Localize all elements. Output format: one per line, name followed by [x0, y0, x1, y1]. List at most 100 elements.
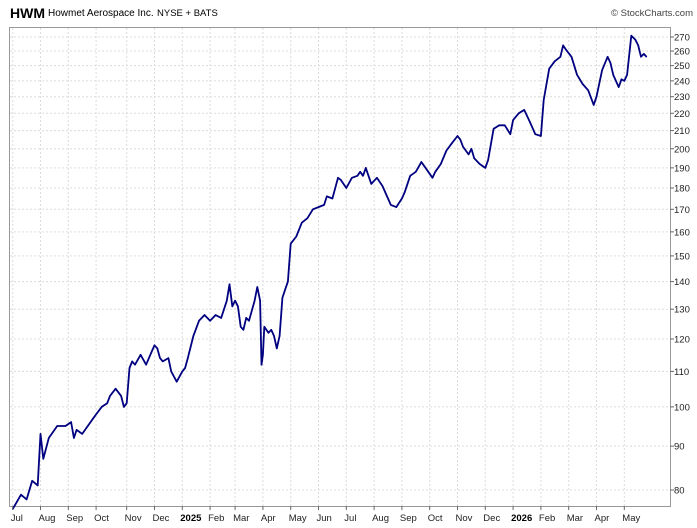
- price-point: [198, 320, 200, 322]
- x-tick-label: May: [622, 513, 640, 524]
- price-point: [209, 320, 211, 322]
- price-point: [26, 498, 28, 500]
- x-tick-label: Jul: [344, 513, 356, 524]
- price-point: [39, 433, 42, 435]
- price-point: [237, 305, 239, 307]
- price-point: [256, 286, 258, 288]
- x-tick-label: Apr: [261, 513, 276, 524]
- price-point: [95, 413, 97, 415]
- price-point: [565, 49, 567, 51]
- price-point: [401, 197, 403, 200]
- price-point: [176, 381, 178, 383]
- price-point: [337, 177, 339, 179]
- price-point: [312, 208, 314, 210]
- y-tick-label: 130: [674, 305, 690, 316]
- price-point: [87, 425, 89, 427]
- price-point: [115, 388, 117, 390]
- y-tick-label: 260: [674, 47, 690, 58]
- y-tick-label: 190: [674, 163, 690, 174]
- x-tick-label: Jul: [11, 513, 23, 524]
- price-point: [284, 289, 286, 291]
- chart-header: HWM Howmet Aerospace Inc. NYSE + BATS © …: [0, 0, 697, 24]
- x-tick-label: Dec: [152, 513, 169, 524]
- price-point: [270, 329, 272, 331]
- price-point: [484, 167, 486, 169]
- price-point: [56, 425, 58, 427]
- price-point: [248, 320, 250, 322]
- price-line-series: [11, 34, 648, 510]
- price-point: [643, 53, 645, 55]
- price-point: [548, 68, 550, 70]
- price-point: [220, 317, 222, 319]
- y-tick-label: 200: [674, 144, 690, 155]
- y-tick-label: 250: [674, 61, 690, 72]
- x-tick-label: May: [289, 513, 307, 524]
- price-point: [240, 326, 242, 328]
- price-point: [31, 480, 33, 482]
- price-point: [626, 74, 628, 76]
- y-tick-label: 270: [674, 33, 690, 44]
- price-point: [234, 300, 236, 302]
- x-tick-label: 2025: [180, 513, 202, 524]
- grid-layer: [10, 28, 670, 506]
- price-point: [451, 142, 453, 144]
- price-point: [459, 139, 461, 141]
- price-point: [376, 177, 378, 179]
- x-tick-label: Feb: [208, 513, 224, 524]
- price-point: [470, 148, 472, 150]
- price-point: [462, 146, 464, 148]
- price-point: [381, 185, 383, 187]
- price-point: [153, 344, 156, 346]
- price-point: [523, 109, 525, 111]
- price-point: [245, 317, 247, 319]
- price-point: [576, 74, 578, 76]
- price-point: [326, 195, 328, 197]
- price-point: [281, 297, 283, 299]
- price-point: [120, 395, 122, 397]
- price-point: [101, 406, 103, 408]
- price-point: [306, 217, 308, 219]
- price-point: [362, 175, 364, 177]
- price-point: [64, 425, 67, 427]
- price-point: [131, 360, 133, 362]
- x-tick-label: Apr: [595, 513, 610, 524]
- price-point: [151, 351, 153, 353]
- price-point: [106, 402, 108, 404]
- y-axis: 80 90 100 110 120 130 140 150 160 170 180 190 200 210…: [670, 33, 690, 497]
- price-point: [395, 206, 397, 208]
- price-point: [390, 204, 392, 206]
- x-tick-label: Oct: [94, 513, 109, 524]
- price-point: [630, 35, 632, 37]
- price-point: [609, 62, 612, 64]
- price-point: [426, 169, 428, 171]
- price-point: [623, 80, 625, 82]
- price-point: [595, 96, 598, 98]
- price-point: [534, 133, 536, 135]
- price-point: [351, 177, 353, 179]
- price-point: [518, 112, 520, 114]
- copyright-label: © StockCharts.com: [611, 8, 693, 19]
- price-point: [76, 429, 78, 431]
- price-point: [473, 157, 475, 159]
- x-tick-label: Aug: [39, 513, 56, 524]
- y-tick-label: 140: [674, 277, 690, 288]
- x-tick-label: Jun: [317, 513, 332, 524]
- price-point: [287, 281, 289, 283]
- price-point: [262, 354, 264, 356]
- price-point: [70, 421, 72, 423]
- y-tick-label: 220: [674, 109, 690, 120]
- price-point: [618, 86, 620, 88]
- price-point: [140, 354, 142, 356]
- ticker-symbol: HWM: [10, 5, 45, 21]
- y-tick-label: 170: [674, 205, 690, 216]
- price-point: [301, 222, 303, 224]
- price-point: [570, 56, 573, 58]
- price-point: [317, 206, 320, 208]
- price-point: [254, 300, 256, 302]
- price-point: [226, 300, 228, 302]
- price-point: [404, 191, 406, 193]
- price-point: [215, 314, 217, 316]
- price-point: [170, 370, 172, 372]
- company-name: Howmet Aerospace Inc.: [48, 8, 154, 19]
